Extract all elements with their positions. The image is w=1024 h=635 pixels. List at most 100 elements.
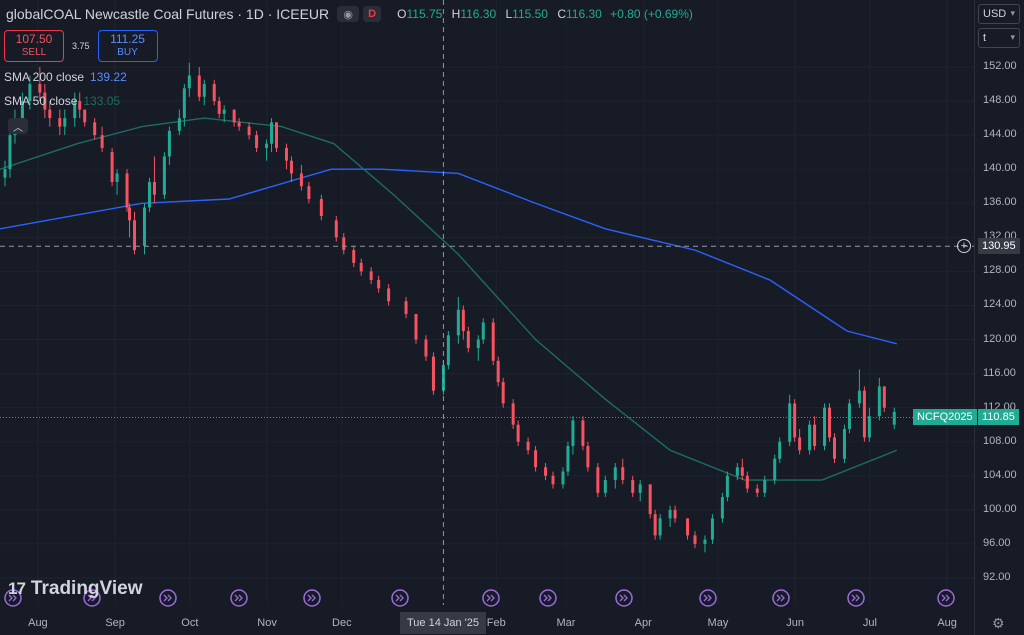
last-price-label: 110.85 bbox=[978, 409, 1019, 425]
event-marker-icon[interactable] bbox=[772, 589, 790, 607]
price-tick-label: 116.00 bbox=[983, 366, 1016, 379]
price-axis[interactable]: 152.00 148.00 144.00 140.00 136.00 132.00 128.… bbox=[974, 0, 1024, 635]
candle-body bbox=[431, 356, 435, 391]
event-marker-icon[interactable] bbox=[847, 589, 865, 607]
sma200-legend[interactable]: SMA 200 close 139.22 bbox=[4, 70, 127, 84]
sma50-legend[interactable]: SMA 50 close 133.05 bbox=[4, 94, 120, 108]
time-tick-label: Sep bbox=[105, 617, 125, 629]
candle-body bbox=[461, 309, 465, 332]
candle-body bbox=[658, 518, 662, 536]
candle-body bbox=[466, 331, 470, 349]
close-label: C bbox=[557, 7, 566, 21]
candle-body bbox=[369, 271, 373, 280]
sell-button[interactable]: 107.50 SELL bbox=[4, 30, 64, 62]
tradingview-logo[interactable]: 17 TradingView bbox=[8, 578, 143, 600]
candle-body bbox=[182, 88, 186, 119]
candle-body bbox=[544, 467, 548, 476]
eye-off-icon[interactable]: ◉ bbox=[337, 6, 360, 22]
price-tick-label: 108.00 bbox=[983, 434, 1017, 447]
event-marker-icon[interactable] bbox=[937, 589, 955, 607]
symbol-tag: NCFQ2025 bbox=[913, 409, 977, 425]
candle-body bbox=[534, 450, 538, 468]
candle-body bbox=[100, 135, 104, 148]
event-marker-icon[interactable] bbox=[391, 589, 409, 607]
candle-body bbox=[284, 147, 288, 161]
buy-label: BUY bbox=[117, 47, 138, 58]
candle-body bbox=[142, 207, 146, 246]
currency-select[interactable]: USD ▾ bbox=[978, 4, 1020, 24]
candle-body bbox=[571, 420, 575, 446]
candle-body bbox=[745, 475, 749, 489]
price-tick-label: 120.00 bbox=[983, 332, 1017, 345]
candle-body bbox=[586, 445, 590, 468]
event-marker-icon[interactable] bbox=[4, 589, 22, 607]
candle-body bbox=[58, 118, 62, 127]
add-alert-icon[interactable]: + bbox=[957, 239, 971, 253]
price-tick-label: 100.00 bbox=[983, 502, 1017, 515]
candle-body bbox=[833, 437, 837, 459]
candle-body bbox=[424, 339, 428, 357]
price-tick-label: 144.00 bbox=[983, 128, 1017, 141]
event-marker-icon[interactable] bbox=[482, 589, 500, 607]
price-tick-label: 104.00 bbox=[983, 468, 1017, 481]
event-marker-icon[interactable] bbox=[83, 589, 101, 607]
candle-body bbox=[793, 403, 797, 438]
symbol-title[interactable]: globalCOAL Newcastle Coal Futures · 1D ·… bbox=[6, 6, 330, 22]
candle-body bbox=[857, 390, 861, 404]
event-marker-icon[interactable] bbox=[539, 589, 557, 607]
time-tick-label: Dec bbox=[332, 617, 352, 629]
candle-body bbox=[596, 467, 600, 493]
candle-body bbox=[808, 424, 812, 451]
candle-body bbox=[631, 480, 635, 493]
sma-line bbox=[0, 117, 898, 481]
trade-panel: 107.50 SELL 3.75 111.25 BUY bbox=[4, 30, 158, 62]
gear-icon[interactable]: ⚙ bbox=[992, 615, 1005, 631]
candle-body bbox=[882, 386, 886, 408]
candle-body bbox=[187, 75, 191, 89]
candle-body bbox=[740, 467, 744, 476]
change-value: +0.80 (+0.69%) bbox=[610, 7, 693, 21]
candle-body bbox=[551, 475, 555, 485]
time-tick-label: Jun bbox=[786, 617, 805, 629]
candle-body bbox=[621, 467, 625, 481]
candle-body bbox=[110, 152, 114, 182]
candle-body bbox=[20, 101, 24, 119]
candle-body bbox=[725, 475, 729, 498]
candle-body bbox=[862, 390, 866, 438]
candle-body bbox=[892, 411, 896, 425]
unit-select[interactable]: t ▾ bbox=[978, 28, 1020, 48]
sma50-value: 133.05 bbox=[83, 94, 121, 108]
candle-body bbox=[8, 135, 12, 170]
candle-body bbox=[653, 514, 657, 536]
buy-button[interactable]: 111.25 BUY bbox=[97, 30, 158, 62]
market-status-badge[interactable]: D bbox=[363, 6, 382, 22]
candle-body bbox=[842, 428, 846, 459]
sma200-label: SMA 200 close bbox=[4, 70, 85, 84]
candle-body bbox=[28, 84, 32, 102]
candle-body bbox=[456, 309, 460, 336]
event-marker-icon[interactable] bbox=[159, 589, 177, 607]
candle-body bbox=[270, 122, 274, 144]
candle-body bbox=[710, 518, 714, 540]
candle-body bbox=[342, 237, 346, 251]
time-tick-label: Aug bbox=[937, 617, 957, 629]
candle-body bbox=[177, 118, 181, 131]
candle-body bbox=[377, 279, 381, 289]
collapse-legend-icon[interactable]: ︿ bbox=[8, 118, 28, 134]
event-marker-icon[interactable] bbox=[615, 589, 633, 607]
price-tick-label: 148.00 bbox=[983, 94, 1017, 107]
crosshair-date-label: Tue 14 Jan '25 bbox=[400, 612, 486, 634]
event-marker-icon[interactable] bbox=[699, 589, 717, 607]
candle-body bbox=[693, 535, 697, 544]
high-label: H bbox=[451, 7, 461, 21]
candle-body bbox=[3, 169, 7, 178]
candle-body bbox=[867, 416, 871, 438]
event-marker-icon[interactable] bbox=[230, 589, 248, 607]
candle-body bbox=[566, 445, 570, 472]
candle-body bbox=[763, 480, 767, 493]
candle-body bbox=[847, 403, 851, 429]
candle-body bbox=[673, 509, 677, 519]
candle-body bbox=[404, 301, 408, 314]
event-marker-icon[interactable] bbox=[303, 589, 321, 607]
